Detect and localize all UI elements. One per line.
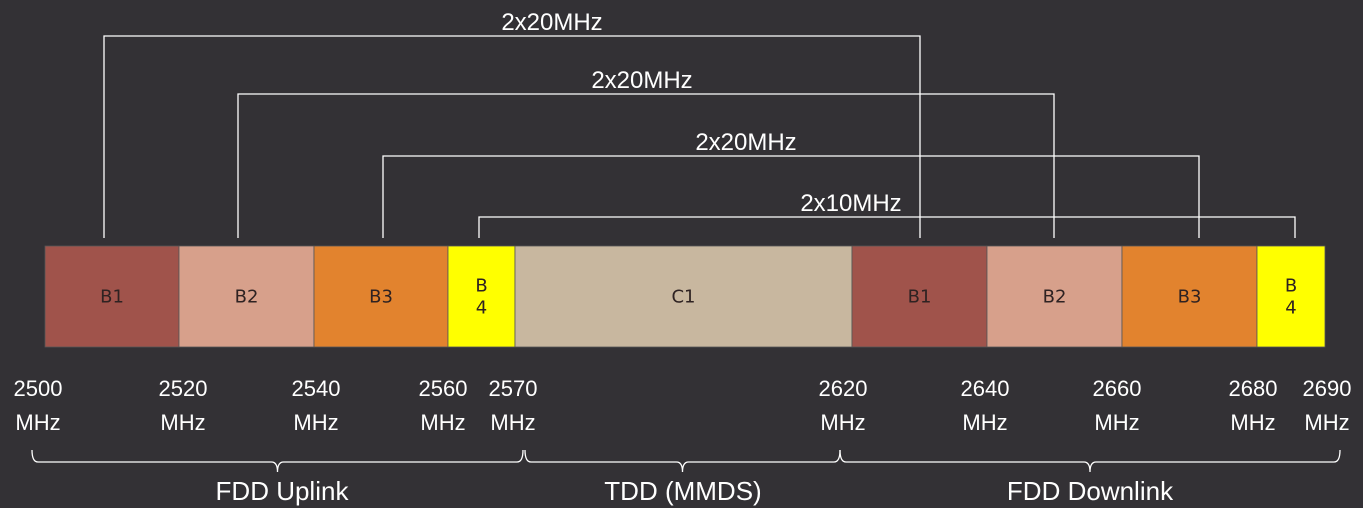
frequency-label: 2660 MHz xyxy=(1093,376,1142,435)
frequency-unit: MHz xyxy=(490,410,535,435)
frequency-value: 2620 xyxy=(819,376,868,401)
band-block-rect xyxy=(178,245,315,348)
pairing-line xyxy=(382,155,1200,238)
frequency-unit: MHz xyxy=(15,410,60,435)
frequency-unit: MHz xyxy=(1304,410,1349,435)
band-block-label: B3 xyxy=(369,287,393,308)
pairing-label: 2x20MHz xyxy=(591,67,692,94)
brace-line xyxy=(524,449,841,473)
frequency-unit: MHz xyxy=(293,410,338,435)
band-block: C1 xyxy=(514,245,853,348)
brace-line xyxy=(839,449,1341,473)
frequency-unit: MHz xyxy=(420,410,465,435)
pairing-label: 2x10MHz xyxy=(800,190,901,217)
frequency-label: 2540 MHz xyxy=(292,376,341,435)
band-block: B4 xyxy=(1256,245,1326,348)
frequency-value: 2660 xyxy=(1093,376,1142,401)
frequency-value: 2570 xyxy=(489,376,538,401)
band-block: B4 xyxy=(447,245,516,348)
pairing-connector: 2x20MHz xyxy=(103,9,921,238)
frequency-label: 2560 MHz xyxy=(419,376,468,435)
frequency-unit: MHz xyxy=(160,410,205,435)
band-block-label: 4 xyxy=(476,298,487,319)
pairing-connectors: 2x20MHz 2x20MHz 2x20MHz 2x10MHz xyxy=(103,9,1296,238)
band-block: B2 xyxy=(178,245,315,348)
band-block-label: B2 xyxy=(1043,287,1067,308)
band-block-rect xyxy=(1256,245,1326,348)
pairing-line xyxy=(237,93,1055,238)
frequency-label: 2640 MHz xyxy=(961,376,1010,435)
frequency-unit: MHz xyxy=(820,410,865,435)
band-block-label: B3 xyxy=(1178,287,1202,308)
band-block: B3 xyxy=(313,245,449,348)
frequency-value: 2520 xyxy=(159,376,208,401)
frequency-label: 2680 MHz xyxy=(1229,376,1278,435)
frequency-label: 2520 MHz xyxy=(159,376,208,435)
pairing-line xyxy=(478,216,1296,238)
frequency-value: 2540 xyxy=(292,376,341,401)
band-block-rect xyxy=(514,245,853,348)
pairing-connector: 2x20MHz xyxy=(237,67,1055,238)
frequency-unit: MHz xyxy=(962,410,1007,435)
pairing-connector: 2x20MHz xyxy=(382,129,1200,238)
band-block: B1 xyxy=(44,245,180,348)
band-block-label: B2 xyxy=(235,287,259,308)
band-block-rect xyxy=(313,245,449,348)
pairing-label: 2x20MHz xyxy=(501,9,602,36)
segment-braces: FDD Uplink TDD (MMDS) FDD Downlink xyxy=(31,449,1341,506)
frequency-value: 2680 xyxy=(1229,376,1278,401)
pairing-label: 2x20MHz xyxy=(695,129,796,156)
frequency-value: 2690 xyxy=(1303,376,1352,401)
frequency-label: 2690 MHz xyxy=(1303,376,1352,435)
band-block-label: C1 xyxy=(671,287,695,308)
band-block: B3 xyxy=(1121,245,1258,348)
band-block-label: B1 xyxy=(100,287,124,308)
brace-line xyxy=(31,449,524,473)
band-block: B1 xyxy=(851,245,988,348)
frequency-value: 2560 xyxy=(419,376,468,401)
band-block-rect xyxy=(986,245,1123,348)
band-block-rect xyxy=(44,245,180,348)
frequency-label: 2570 MHz xyxy=(489,376,538,435)
segment-brace: TDD (MMDS) xyxy=(524,449,841,506)
band-block-label: B xyxy=(1285,276,1297,297)
frequency-label: 2620 MHz xyxy=(819,376,868,435)
segment-brace: FDD Uplink xyxy=(31,449,524,506)
frequency-unit: MHz xyxy=(1094,410,1139,435)
band-block-label: B xyxy=(475,276,487,297)
pairing-connector: 2x10MHz xyxy=(478,190,1296,238)
segment-label: FDD Downlink xyxy=(1007,476,1174,506)
pairing-line xyxy=(103,35,921,238)
band-block-label: B1 xyxy=(908,287,932,308)
band-block: B2 xyxy=(986,245,1123,348)
segment-brace: FDD Downlink xyxy=(839,449,1341,506)
segment-label: FDD Uplink xyxy=(216,476,350,506)
frequency-value: 2640 xyxy=(961,376,1010,401)
band-block-label: 4 xyxy=(1285,298,1296,319)
frequency-labels: 2500 MHz 2520 MHz 2540 MHz 2560 MHz 2570 MHz 2620 M… xyxy=(14,376,1352,435)
frequency-label: 2500 MHz xyxy=(14,376,63,435)
segment-label: TDD (MMDS) xyxy=(604,476,761,506)
frequency-unit: MHz xyxy=(1230,410,1275,435)
band-block-rect xyxy=(447,245,516,348)
frequency-value: 2500 xyxy=(14,376,63,401)
